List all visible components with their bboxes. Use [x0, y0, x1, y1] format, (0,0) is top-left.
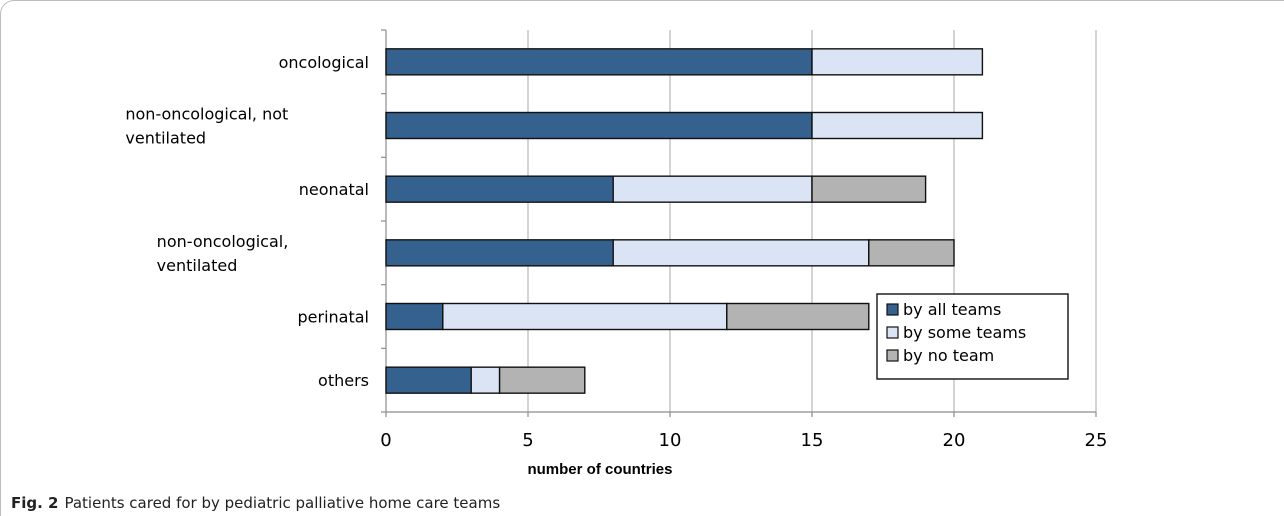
category-label: non-oncological, not ventilated	[125, 105, 288, 148]
category-label-line: oncological	[279, 53, 369, 72]
bar-segment	[811, 48, 984, 76]
figure-caption-text: Patients cared for by pediatric palliati…	[64, 494, 501, 512]
bar-segment	[442, 302, 728, 331]
stacked-bar-chart: oncological non-oncological, not ventilate…	[125, 29, 1107, 478]
legend-label: by all teams	[903, 300, 1001, 319]
bar-segment	[385, 175, 614, 203]
x-tick-labels: 0 5 10 15 20 25	[380, 430, 1107, 451]
bar-segment	[385, 239, 614, 267]
bar-segment	[811, 111, 984, 140]
category-label: non-oncological, ventilated	[157, 232, 289, 275]
category-label-line: ventilated	[125, 129, 206, 148]
category-label-line: others	[318, 371, 369, 390]
bar-segment	[612, 175, 813, 203]
category-labels: oncological non-oncological, not ventilate…	[125, 53, 369, 390]
bars	[385, 48, 984, 394]
figure-label: Fig. 2	[11, 494, 59, 512]
legend-swatch	[886, 303, 899, 316]
legend-label: by some teams	[903, 323, 1026, 342]
bar-segment	[811, 175, 927, 203]
x-axis-title: number of countries	[527, 461, 672, 478]
bar-segment	[385, 111, 813, 140]
legend-swatch	[886, 326, 899, 339]
bar-segment	[385, 302, 444, 331]
category-label: others	[318, 371, 369, 390]
x-tick-label: 15	[801, 430, 824, 451]
legend-box	[876, 293, 1069, 380]
x-tick-label: 0	[380, 430, 391, 451]
category-label-line: non-oncological, not	[125, 105, 288, 124]
x-tick-label: 25	[1085, 430, 1108, 451]
bar-segment	[385, 48, 813, 76]
category-label: oncological	[279, 53, 369, 72]
category-label: perinatal	[298, 308, 370, 327]
x-tick-label: 20	[943, 430, 966, 451]
figure-caption: Fig. 2 Patients cared for by pediatric pa…	[11, 494, 500, 512]
category-label: neonatal	[299, 180, 369, 199]
category-label-line: non-oncological,	[157, 232, 289, 251]
bar-segment	[498, 366, 586, 394]
category-label-line: perinatal	[298, 308, 370, 327]
legend-label: by no team	[903, 346, 994, 365]
bar-segment	[385, 366, 472, 394]
bar-segment	[470, 366, 501, 394]
bar-segment	[868, 239, 955, 267]
category-label-line: ventilated	[157, 256, 238, 275]
category-label-line: neonatal	[299, 180, 369, 199]
bar-segment	[726, 302, 870, 331]
x-tick-label: 10	[659, 430, 682, 451]
legend-swatch	[886, 349, 899, 362]
axes	[381, 29, 1097, 417]
x-tick-label: 5	[522, 430, 533, 451]
bar-segment	[612, 239, 870, 267]
legend: by all teams by some teams by no team	[876, 293, 1069, 380]
